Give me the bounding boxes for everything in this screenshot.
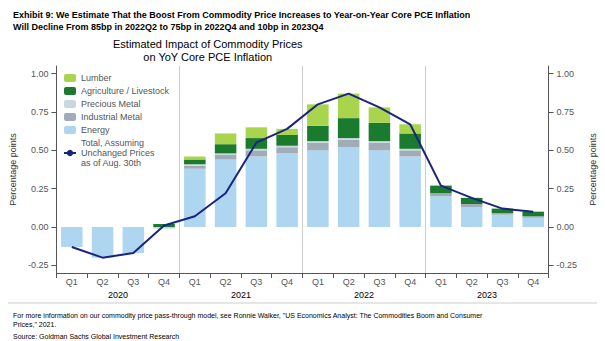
svg-text:2022: 2022 [354, 290, 374, 300]
svg-text:Q1: Q1 [435, 277, 447, 287]
svg-text:Exhibit 9: We Estimate That th: Exhibit 9: We Estimate That the Boost Fr… [13, 10, 470, 20]
svg-text:Q3: Q3 [250, 277, 262, 287]
svg-text:as of Aug. 30th: as of Aug. 30th [81, 158, 141, 168]
svg-text:2020: 2020 [108, 290, 128, 300]
svg-text:0.50: 0.50 [557, 145, 575, 155]
svg-text:Q3: Q3 [373, 277, 385, 287]
svg-text:Industrial Metal: Industrial Metal [81, 112, 142, 122]
svg-text:Q4: Q4 [158, 277, 170, 287]
svg-text:Q4: Q4 [281, 277, 293, 287]
svg-text:on YoY Core PCE Inflation: on YoY Core PCE Inflation [143, 51, 272, 63]
svg-text:Prices," 2021.: Prices," 2021. [13, 321, 56, 328]
svg-text:Lumber: Lumber [81, 73, 112, 83]
svg-text:1.00: 1.00 [557, 69, 575, 79]
svg-text:Energy: Energy [81, 125, 110, 135]
svg-text:2023: 2023 [477, 290, 497, 300]
svg-text:Unchanged Prices: Unchanged Prices [81, 148, 155, 158]
svg-text:Q1: Q1 [189, 277, 201, 287]
svg-text:Source: Goldman Sachs Global I: Source: Goldman Sachs Global Investment … [13, 333, 179, 340]
svg-text:2021: 2021 [231, 290, 251, 300]
svg-text:-0.25: -0.25 [28, 260, 49, 270]
svg-text:Total, Assuming: Total, Assuming [81, 138, 144, 148]
svg-text:0.00: 0.00 [31, 222, 49, 232]
svg-text:0.25: 0.25 [31, 184, 49, 194]
svg-text:Q1: Q1 [66, 277, 78, 287]
svg-text:Q2: Q2 [220, 277, 232, 287]
svg-text:Percentage points: Percentage points [8, 133, 18, 206]
svg-text:0.75: 0.75 [31, 107, 49, 117]
svg-text:Precious Metal: Precious Metal [81, 99, 141, 109]
svg-text:0.75: 0.75 [557, 107, 575, 117]
svg-text:Percentage points: Percentage points [588, 133, 598, 206]
svg-text:Estimated Impact of Commodity: Estimated Impact of Commodity Prices [113, 38, 303, 50]
svg-text:0.25: 0.25 [557, 184, 575, 194]
svg-text:1.00: 1.00 [31, 69, 49, 79]
svg-text:Will Decline From 85bp in 2022: Will Decline From 85bp in 2022Q2 to 75bp… [13, 22, 324, 32]
svg-text:Q2: Q2 [97, 277, 109, 287]
svg-text:Q1: Q1 [312, 277, 324, 287]
svg-text:Q3: Q3 [127, 277, 139, 287]
svg-text:Q3: Q3 [496, 277, 508, 287]
svg-text:Q2: Q2 [343, 277, 355, 287]
svg-text:0.00: 0.00 [557, 222, 575, 232]
svg-text:For more information on our co: For more information on our commodity pr… [13, 312, 483, 320]
svg-text:Q4: Q4 [404, 277, 416, 287]
svg-text:Agriculture / Livestock: Agriculture / Livestock [81, 86, 170, 96]
svg-text:Q4: Q4 [527, 277, 539, 287]
svg-text:Q2: Q2 [466, 277, 478, 287]
svg-text:-0.25: -0.25 [557, 260, 578, 270]
svg-text:0.50: 0.50 [31, 145, 49, 155]
